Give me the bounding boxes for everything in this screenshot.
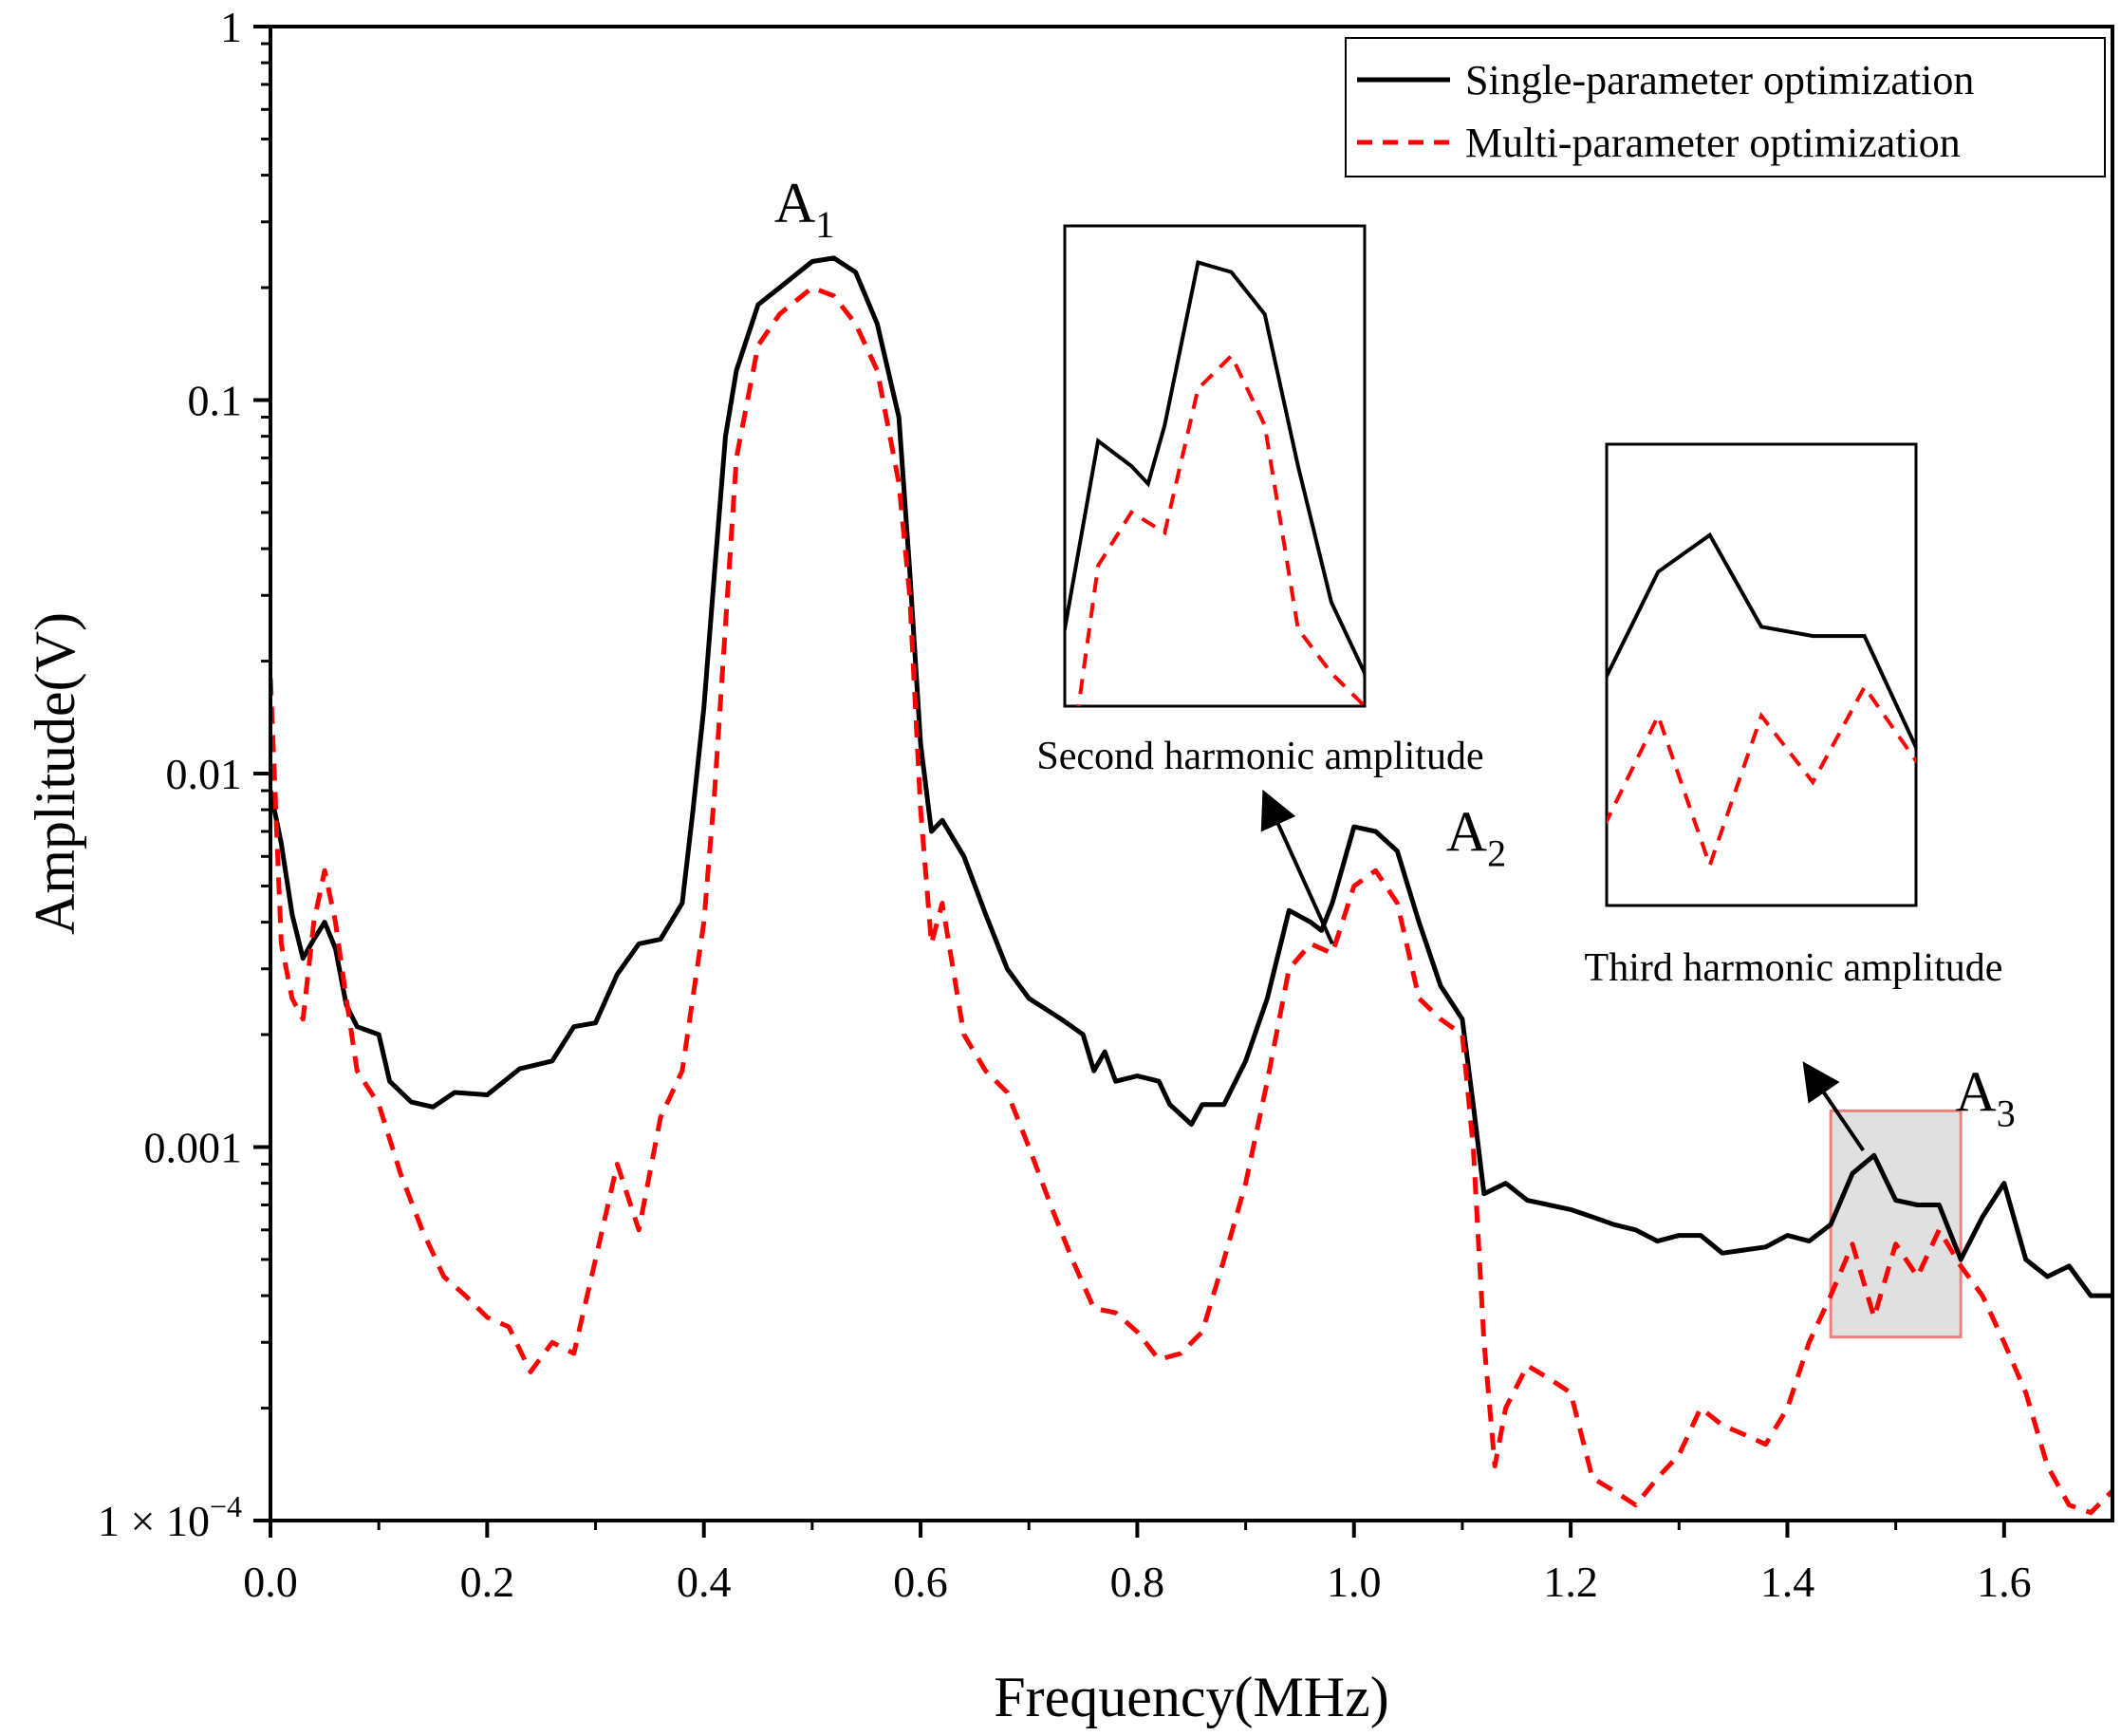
legend-entry-single-parameter: Single-parameter optimization [1465,57,1974,103]
inset-series-line-single-parameter [1607,532,1916,752]
annotation-arrow-third [1802,1061,1866,1152]
x-tick-label: 1.0 [1327,1558,1382,1606]
inset-frame [1605,442,1918,907]
annotation-second-harmonic: Second harmonic amplitude [1036,735,1483,778]
insets-layer [1063,224,1918,907]
y-tick-label: 0.01 [166,750,243,798]
inset-series-line-multi-parameter [1076,352,1365,706]
peak-label-a1: A1 [774,172,834,246]
highlight-box [1829,1109,1963,1339]
x-tick-label: 0.4 [677,1558,732,1606]
inset-second-harmonic [1063,224,1367,708]
x-tick-label: 1.4 [1760,1558,1815,1606]
annotation-arrow-second [1260,789,1334,945]
inset-series-line-single-parameter [1065,259,1365,695]
x-tick-label: 0.8 [1110,1558,1165,1606]
inset-series-line-multi-parameter [1607,682,1916,871]
inset-third-harmonic [1605,442,1918,907]
x-tick-label: 0.2 [460,1558,515,1606]
x-axis-title: Frequency(MHz) [994,1666,1389,1728]
y-tick-label: 0.001 [144,1124,243,1172]
annotations-layer: A1 A2 A3 Second harmonic amplitude Third har… [774,172,2016,1152]
x-tick-label: 0.0 [243,1558,298,1606]
x-tick-label: 1.6 [1977,1558,2032,1606]
y-axis-title: Amplitude(V) [24,612,86,935]
annotation-third-harmonic: Third harmonic amplitude [1585,946,2003,990]
legend-layer: Single-parameter optimization Multi-param… [1345,37,2106,177]
inset-frame [1063,224,1367,708]
y-tick-label: 0.1 [188,377,243,425]
y-tick-label: 1 × 10−4 [98,1489,242,1545]
y-tick-label: 1 [220,3,242,51]
axes-layer: 0.0 0.2 0.4 0.6 0.8 1.0 1.2 1.4 1.6 1 × 10−4 0.001… [98,3,2114,1606]
legend-entry-multi-parameter: Multi-parameter optimization [1465,120,1961,166]
x-tick-label: 0.6 [893,1558,948,1606]
x-tick-label: 1.2 [1543,1558,1598,1606]
series-line-single-parameter [270,255,2112,1298]
peak-label-a2: A2 [1446,801,1506,875]
peak-label-a3: A3 [1955,1060,2015,1134]
series-line-multi-parameter [270,285,2112,1516]
legend-box [1345,37,2106,177]
highlight-layer [1829,1109,1963,1339]
series-layer [270,255,2112,1516]
